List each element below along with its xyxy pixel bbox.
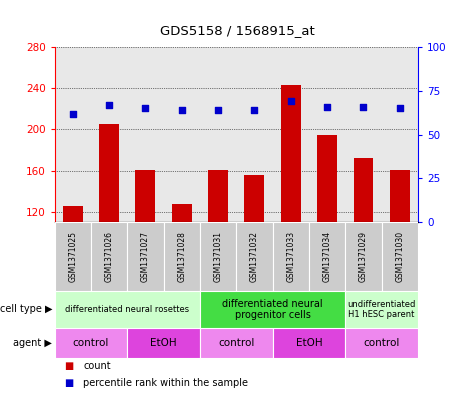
Point: [178, 107, 186, 113]
Text: control: control: [218, 338, 255, 348]
Text: GSM1371030: GSM1371030: [395, 231, 404, 282]
Bar: [345, 291, 418, 328]
Bar: [317, 134, 337, 222]
Bar: [273, 222, 309, 291]
Bar: [91, 222, 127, 291]
Text: ■: ■: [64, 361, 73, 371]
Text: agent ▶: agent ▶: [13, 338, 52, 348]
Bar: [99, 124, 119, 222]
Text: EtOH: EtOH: [295, 338, 323, 348]
Text: GSM1371028: GSM1371028: [177, 231, 186, 282]
Text: ■: ■: [64, 378, 73, 387]
Text: percentile rank within the sample: percentile rank within the sample: [83, 378, 248, 387]
Point: [142, 105, 149, 112]
Text: GSM1371027: GSM1371027: [141, 231, 150, 282]
Point: [287, 98, 294, 105]
Text: control: control: [363, 338, 400, 348]
Text: GSM1371033: GSM1371033: [286, 231, 295, 282]
Bar: [200, 291, 345, 328]
Text: GSM1371034: GSM1371034: [323, 231, 332, 282]
Bar: [163, 222, 200, 291]
Bar: [345, 222, 381, 291]
Text: undifferentiated
H1 hESC parent: undifferentiated H1 hESC parent: [348, 300, 416, 319]
Text: GSM1371029: GSM1371029: [359, 231, 368, 282]
Text: control: control: [73, 338, 109, 348]
Point: [396, 105, 404, 112]
Bar: [135, 170, 155, 222]
Point: [323, 103, 331, 110]
Bar: [390, 170, 410, 222]
Bar: [200, 328, 273, 358]
Text: GSM1371025: GSM1371025: [68, 231, 77, 282]
Bar: [127, 328, 200, 358]
Bar: [237, 222, 273, 291]
Point: [251, 107, 258, 113]
Bar: [208, 170, 228, 222]
Bar: [381, 222, 418, 291]
Bar: [55, 222, 91, 291]
Point: [69, 110, 76, 117]
Text: GSM1371031: GSM1371031: [214, 231, 223, 282]
Bar: [281, 85, 301, 222]
Text: GDS5158 / 1568915_at: GDS5158 / 1568915_at: [160, 24, 315, 37]
Bar: [172, 204, 192, 222]
Bar: [245, 175, 265, 222]
Bar: [309, 222, 345, 291]
Text: GSM1371026: GSM1371026: [104, 231, 114, 282]
Text: count: count: [83, 361, 111, 371]
Bar: [127, 222, 163, 291]
Bar: [200, 222, 237, 291]
Bar: [273, 328, 345, 358]
Text: EtOH: EtOH: [150, 338, 177, 348]
Point: [214, 107, 222, 113]
Text: GSM1371032: GSM1371032: [250, 231, 259, 282]
Text: cell type ▶: cell type ▶: [0, 305, 52, 314]
Text: differentiated neural
progenitor cells: differentiated neural progenitor cells: [222, 299, 323, 320]
Bar: [345, 328, 418, 358]
Point: [360, 103, 367, 110]
Bar: [353, 158, 373, 222]
Bar: [55, 291, 200, 328]
Text: differentiated neural rosettes: differentiated neural rosettes: [65, 305, 190, 314]
Point: [105, 102, 113, 108]
Bar: [63, 206, 83, 222]
Bar: [55, 328, 127, 358]
